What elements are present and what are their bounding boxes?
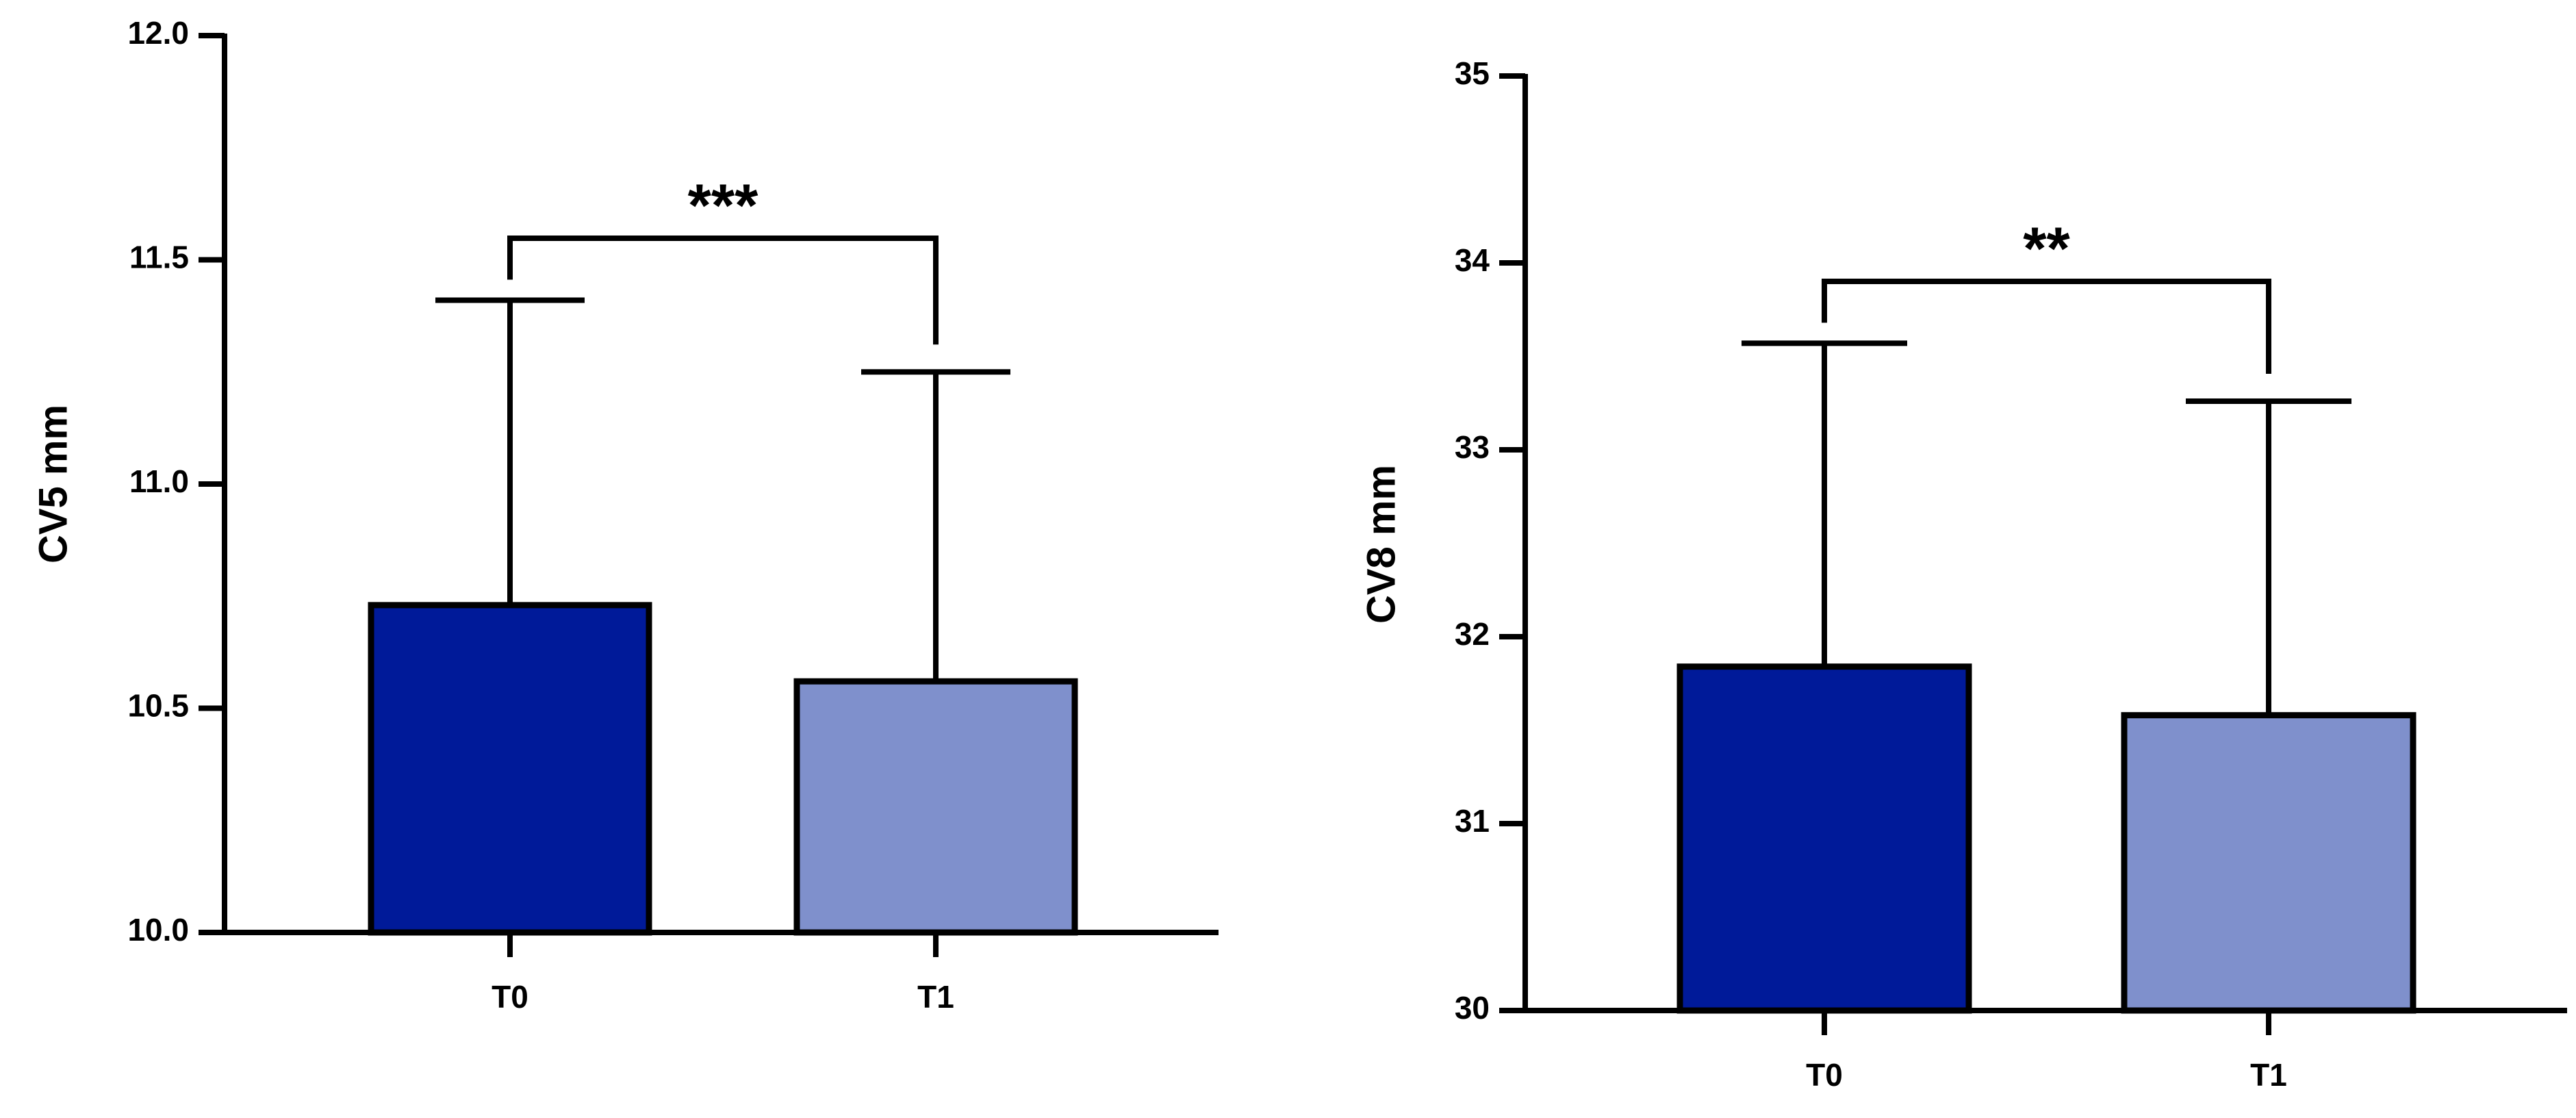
chart-cv5-y-axis-label: CV5 mm <box>31 405 75 563</box>
x-tick-label: T0 <box>1806 1057 1843 1093</box>
y-tick-label: 11.0 <box>129 463 189 499</box>
bar-t0 <box>1676 663 1972 1014</box>
chart-cv8: 30 31 32 33 34 35 T0 T1 ** CV8 mm <box>1359 55 2567 1093</box>
y-tick-label: 34 <box>1455 242 1490 278</box>
y-tick-label: 30 <box>1455 990 1490 1026</box>
significance-label: ** <box>2023 214 2070 282</box>
significance-bracket <box>507 236 939 345</box>
bar-t0 <box>368 602 652 936</box>
bar-t1 <box>2121 712 2416 1014</box>
x-tick-label: T1 <box>2250 1057 2287 1093</box>
chart-cv5: 10.0 10.5 11.0 11.5 12.0 T0 T1 *** CV5 mm <box>31 15 1219 1015</box>
x-tick-label: T1 <box>917 979 954 1015</box>
significance-label: *** <box>688 171 758 239</box>
bar-t1 <box>793 678 1078 936</box>
y-tick-label: 10.0 <box>127 912 189 948</box>
y-tick-label: 33 <box>1455 429 1490 465</box>
chart-cv5-marks: 10.0 10.5 11.0 11.5 12.0 T0 T1 *** <box>127 15 1219 1015</box>
y-tick-label: 31 <box>1455 803 1490 839</box>
y-tick-label: 12.0 <box>127 15 189 51</box>
significance-bracket <box>1822 279 2271 374</box>
chart-cv8-marks: 30 31 32 33 34 35 T0 T1 ** <box>1455 55 2567 1093</box>
x-tick-label: T0 <box>492 979 528 1015</box>
y-tick-label: 35 <box>1455 55 1490 91</box>
chart-cv8-y-axis-label: CV8 mm <box>1359 465 1403 624</box>
y-tick-label: 10.5 <box>127 688 189 724</box>
y-tick-label: 32 <box>1455 616 1490 652</box>
y-tick-label: 11.5 <box>129 240 189 275</box>
